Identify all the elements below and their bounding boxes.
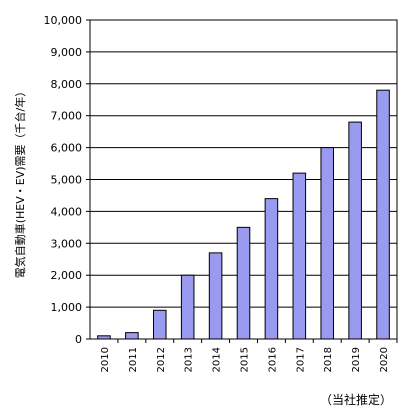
- bar: [97, 335, 111, 340]
- bar: [348, 121, 362, 340]
- bar: [208, 252, 223, 340]
- x-tick-label: 2018: [323, 347, 334, 372]
- y-tick-label: 2,000: [51, 269, 83, 282]
- y-tick-label: 0: [75, 333, 82, 346]
- x-tick-label: 2014: [212, 347, 223, 372]
- bar: [264, 198, 279, 340]
- y-tick-label: 1,000: [51, 301, 83, 314]
- y-tick-label: 6,000: [51, 142, 83, 155]
- bar: [292, 172, 307, 340]
- x-tick-label: 2015: [240, 347, 251, 372]
- y-axis-label-container: 電気自動車(HEV・EV)需要（千台/年）: [0, 0, 40, 420]
- bar: [125, 332, 139, 340]
- y-tick-label: 9,000: [51, 46, 83, 59]
- y-tick-label: 3,000: [51, 237, 83, 250]
- y-tick-label: 10,000: [44, 14, 83, 27]
- y-tick-label: 4,000: [51, 205, 83, 218]
- bar: [180, 274, 195, 340]
- x-tick-label: 2012: [156, 347, 167, 372]
- estimate-note: （当社推定）: [319, 393, 392, 407]
- x-tick-label: 2020: [379, 347, 390, 372]
- x-tick-label: 2017: [295, 347, 306, 372]
- y-tick-label: 5,000: [51, 174, 83, 187]
- x-tick-label: 2013: [184, 347, 195, 372]
- bar: [320, 147, 335, 340]
- x-tick-label: 2019: [351, 347, 362, 372]
- bar: [236, 226, 251, 340]
- x-tick-label: 2010: [100, 347, 111, 372]
- y-axis-label: 電気自動車(HEV・EV)需要（千台/年）: [14, 85, 27, 279]
- bar: [152, 309, 167, 340]
- y-tick-label: 7,000: [51, 110, 83, 123]
- bar: [376, 89, 390, 340]
- x-tick-label: 2011: [128, 347, 139, 372]
- y-tick-label: 8,000: [51, 78, 83, 91]
- x-tick-label: 2016: [267, 347, 278, 372]
